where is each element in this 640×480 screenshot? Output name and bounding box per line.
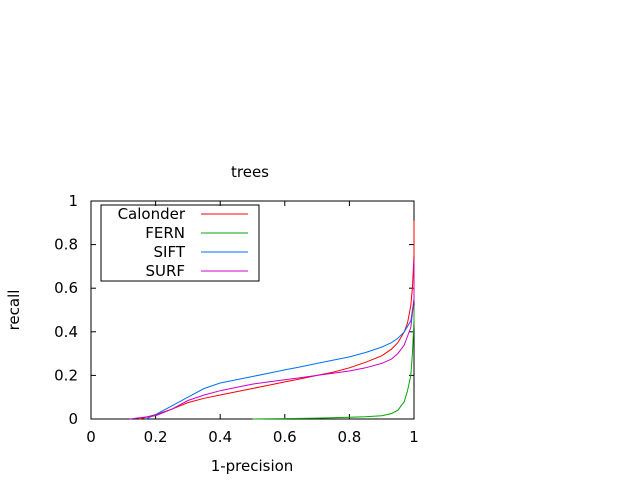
plot-frame xyxy=(90,200,415,420)
x-axis: 0 0.2 0.4 0.6 0.8 1 xyxy=(86,201,419,446)
y-tick-label: 1 xyxy=(68,192,78,210)
x-tick-label: 0.6 xyxy=(273,428,297,446)
y-tick-label: 0.8 xyxy=(54,236,78,254)
plot-area xyxy=(90,200,415,420)
legend-label: Calonder xyxy=(118,205,186,223)
y-axis-label: recall xyxy=(5,290,23,331)
legend-label: SIFT xyxy=(154,243,186,261)
y-tick-label: 0.4 xyxy=(54,323,78,341)
y-tick-label: 0 xyxy=(68,410,78,428)
legend-label: SURF xyxy=(145,262,185,280)
series-line-calonder xyxy=(139,220,415,420)
x-tick-label: 0.8 xyxy=(337,428,361,446)
x-axis-label: 1-precision xyxy=(211,457,294,475)
chart-title: trees xyxy=(231,163,269,181)
x-tick-label: 0.4 xyxy=(208,428,232,446)
series-line-surf xyxy=(129,259,415,420)
series-line-sift xyxy=(145,288,415,420)
x-tick-label: 0.2 xyxy=(144,428,168,446)
series-line-fern xyxy=(252,305,415,420)
legend-box xyxy=(100,204,260,282)
y-tick-label: 0.2 xyxy=(54,366,78,384)
x-tick-label: 1 xyxy=(409,428,419,446)
x-tick-label: 0 xyxy=(86,428,96,446)
y-axis: 0 0.2 0.4 0.6 0.8 1 xyxy=(54,192,414,428)
legend-label: FERN xyxy=(145,224,185,242)
y-tick-label: 0.6 xyxy=(54,279,78,297)
series-group xyxy=(129,220,415,420)
